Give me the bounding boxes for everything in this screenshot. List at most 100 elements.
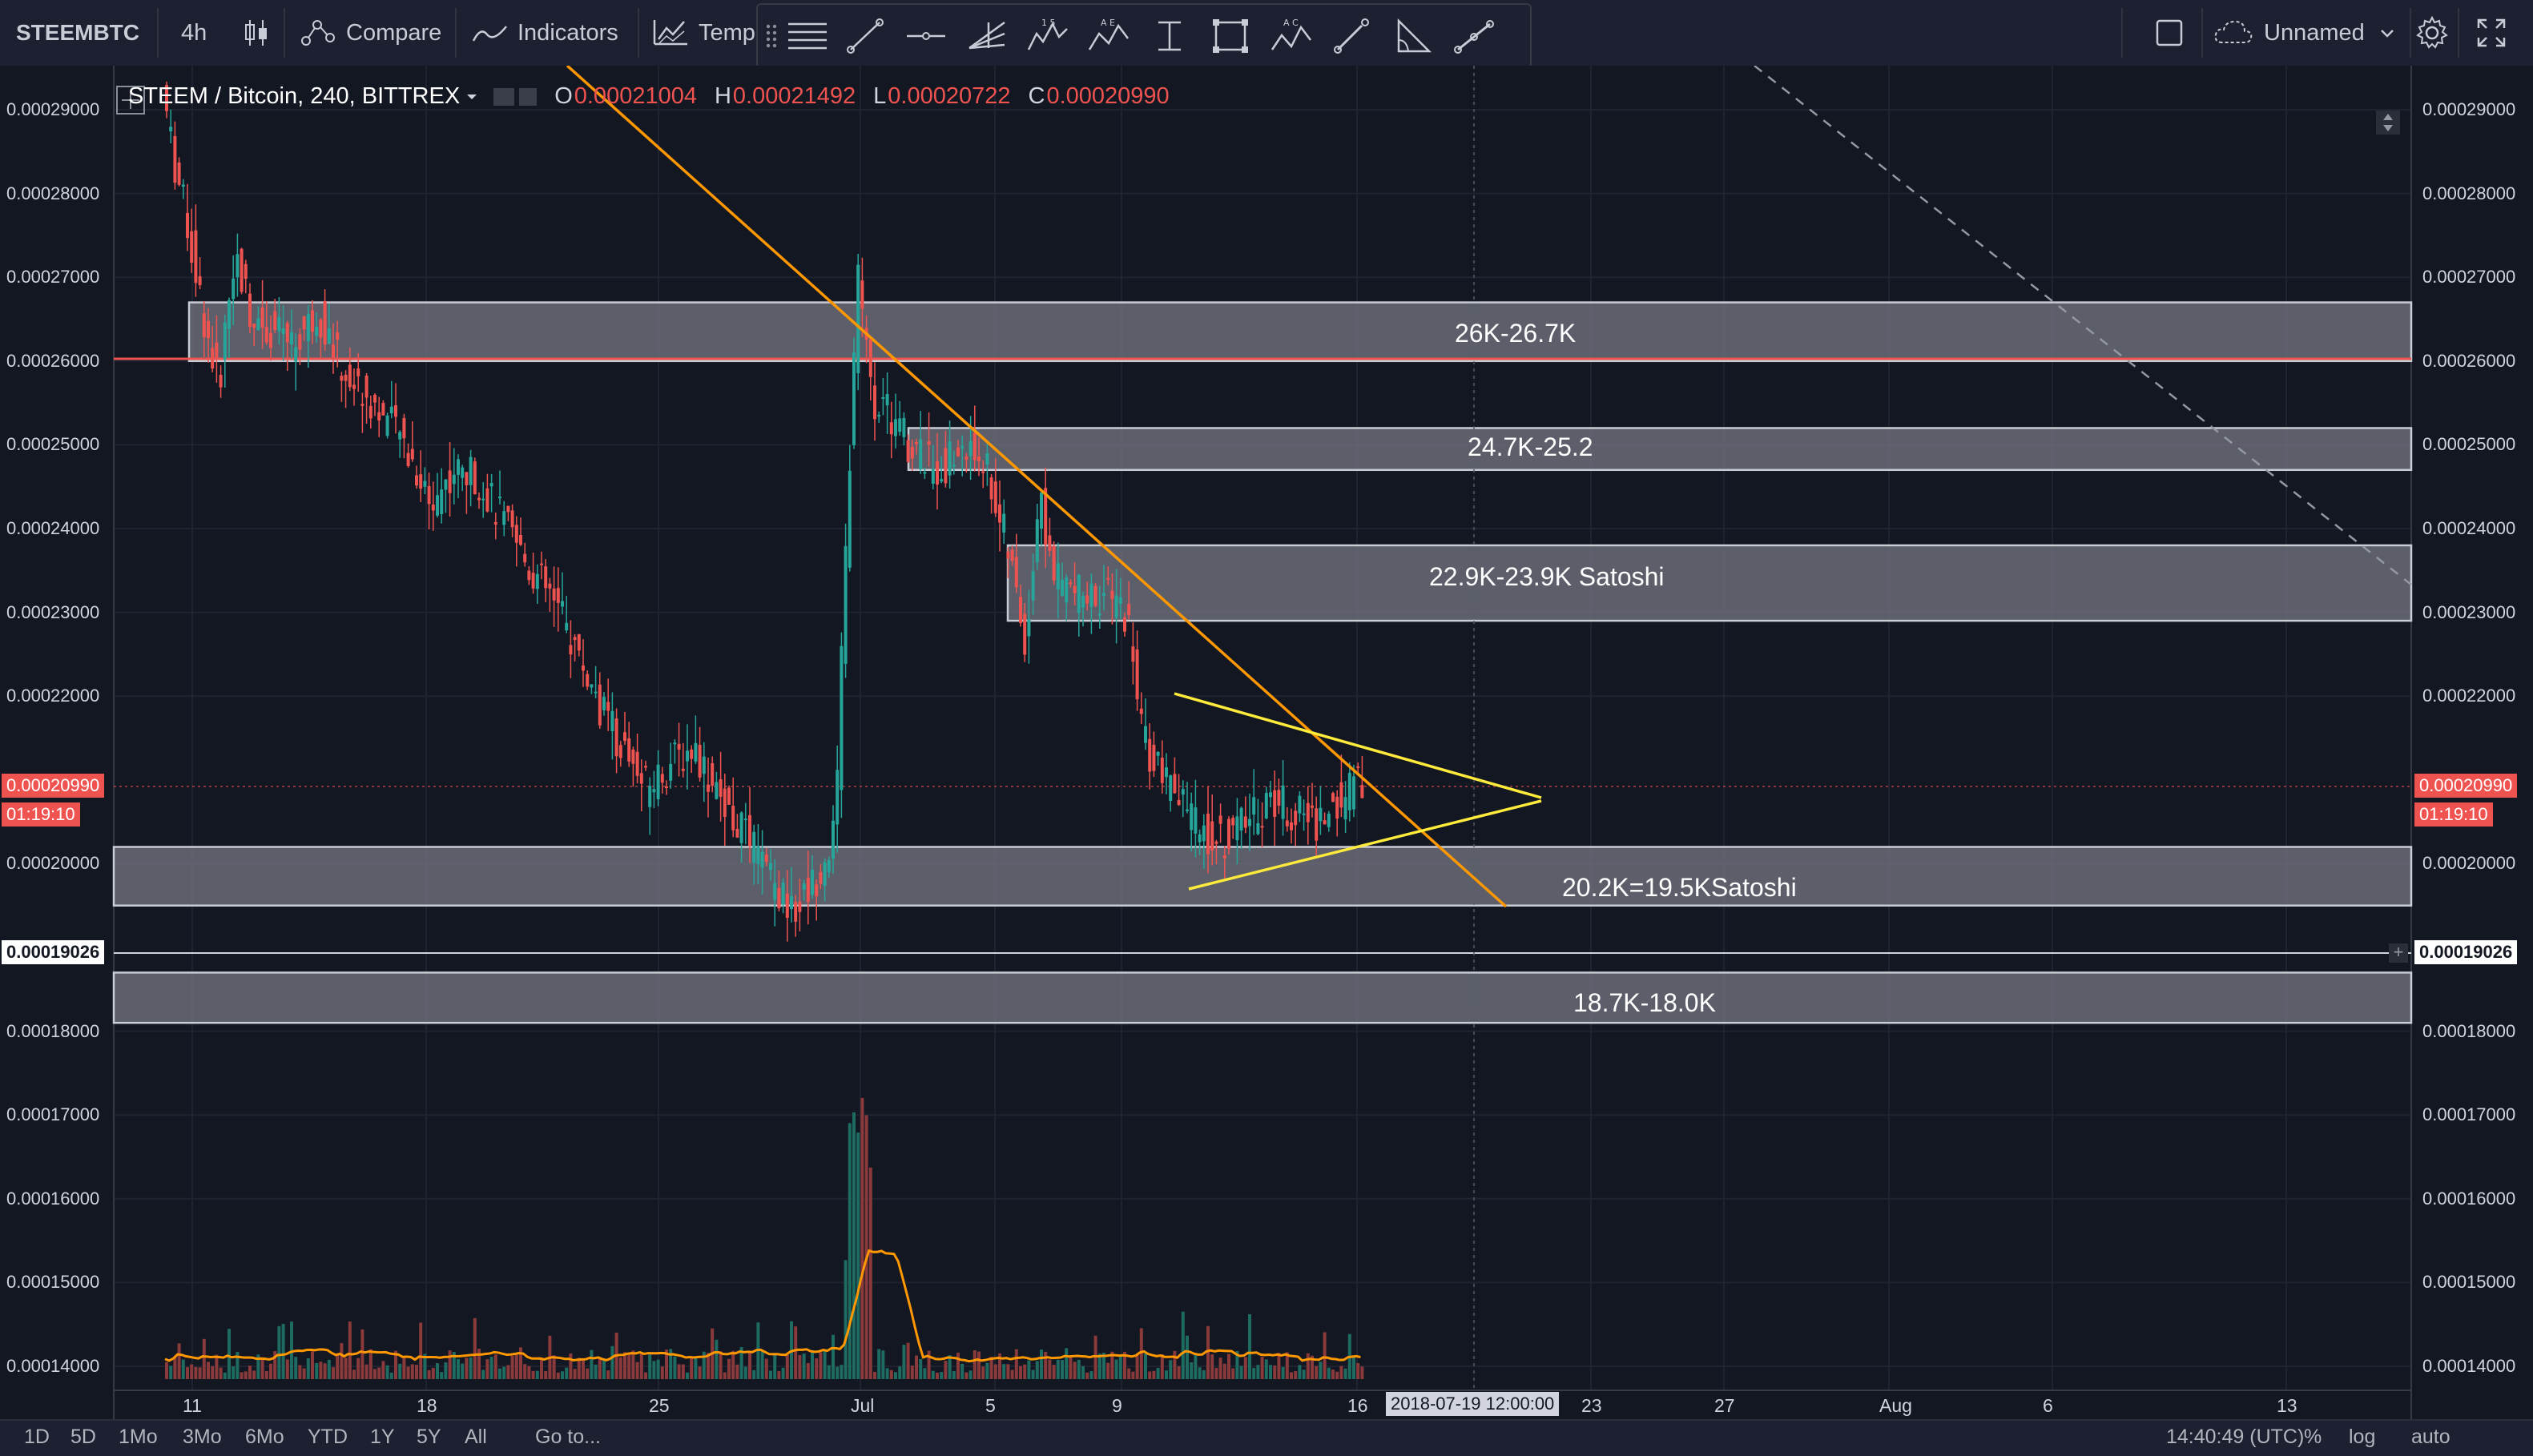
auto-toggle[interactable]: auto (2411, 1426, 2450, 1448)
candle-body (244, 263, 248, 280)
volume-bar (306, 1358, 310, 1379)
symbol-search-button[interactable]: STEEMBTC (16, 20, 139, 45)
candle-body (211, 348, 215, 369)
candle-body (1302, 813, 1306, 815)
volume-bar (635, 1361, 639, 1379)
zone-box[interactable] (907, 427, 2413, 472)
candle-body (448, 470, 452, 493)
volume-bar (1085, 1372, 1089, 1379)
candle-body (252, 324, 256, 328)
range-button-ytd[interactable]: YTD (308, 1426, 348, 1448)
candle-body (1360, 785, 1364, 798)
price-chart[interactable] (0, 66, 2533, 1419)
volume-bar (735, 1364, 739, 1379)
compare-button[interactable]: Compare (300, 0, 441, 66)
range-button-1d[interactable]: 1D (24, 1426, 50, 1448)
candle-body (169, 127, 173, 131)
horizontal-line-icon[interactable] (904, 16, 948, 56)
goto-button[interactable]: Go to... (535, 1426, 601, 1448)
caret-down-icon[interactable] (465, 90, 479, 104)
toolbar-divider (2121, 8, 2123, 58)
left-price-label: 0.00026000 (6, 350, 100, 371)
zone-box[interactable] (112, 846, 2413, 907)
chart-style-button[interactable] (240, 0, 272, 66)
candle-body (481, 498, 485, 501)
range-button-all[interactable]: All (465, 1426, 487, 1448)
legend-title[interactable]: STEEM / Bitcoin, 240, BITTREX (128, 83, 461, 109)
candle-body (419, 474, 423, 489)
candle-body (827, 859, 831, 872)
settings-button[interactable] (2414, 0, 2450, 66)
candle-body (881, 396, 885, 399)
candle-body (577, 633, 581, 651)
volume-bar (1040, 1349, 1043, 1379)
zone-box[interactable] (187, 301, 2413, 363)
trend-line-icon[interactable] (843, 16, 888, 56)
candle-body (806, 878, 810, 903)
add-alert-button[interactable]: + (2389, 943, 2408, 963)
horizontal-lines-icon[interactable] (785, 16, 830, 56)
candle-body (461, 467, 465, 478)
candle-body (1169, 775, 1173, 802)
descending-trendline[interactable] (566, 66, 1508, 908)
candle-body (1339, 782, 1343, 808)
brush-icon[interactable] (1330, 16, 1375, 56)
xabcd-pattern-icon[interactable]: A C (1269, 16, 1314, 56)
candle-body (398, 432, 402, 440)
fullscreen-toggle-button[interactable] (2153, 0, 2185, 66)
percent-toggle[interactable]: % (2304, 1426, 2322, 1448)
range-button-1mo[interactable]: 1Mo (119, 1426, 158, 1448)
abcd-pattern-icon[interactable]: A E (1086, 16, 1131, 56)
candle-body (936, 461, 939, 485)
toolbar-divider (2458, 8, 2459, 58)
triangle-upper-line[interactable] (1174, 692, 1542, 799)
candle-body (1097, 613, 1101, 616)
measure-icon[interactable] (1391, 16, 1436, 56)
elliott-wave-icon[interactable]: 1 5 (1025, 16, 1070, 56)
zone-box[interactable] (1006, 544, 2413, 622)
pitchfork-icon[interactable] (964, 16, 1009, 56)
range-button-1y[interactable]: 1Y (370, 1426, 395, 1448)
volume-bar (1048, 1359, 1052, 1379)
candle-body (811, 869, 814, 895)
indicators-button[interactable]: Indicators (471, 0, 618, 66)
zone-box[interactable] (112, 971, 2413, 1024)
legend-eye-icon[interactable] (493, 87, 515, 106)
volume-bar (290, 1321, 293, 1379)
range-button-6mo[interactable]: 6Mo (245, 1426, 284, 1448)
rectangle-icon[interactable] (1208, 16, 1253, 56)
volume-bar (565, 1367, 569, 1379)
range-button-5d[interactable]: 5D (70, 1426, 96, 1448)
expand-button[interactable] (2475, 0, 2507, 66)
zones-layer (112, 301, 2413, 1024)
volume-bar (373, 1369, 377, 1379)
candle-body (635, 751, 639, 776)
right-price-label: 0.00022000 (2422, 686, 2516, 706)
templates-button[interactable]: Temp (652, 0, 755, 66)
triangle-lower-line[interactable] (1188, 799, 1542, 891)
candle-body (894, 419, 897, 436)
candle-body (327, 328, 331, 344)
log-toggle[interactable]: log (2349, 1426, 2376, 1448)
volume-bar (510, 1355, 514, 1379)
legend-settings-icon[interactable] (519, 87, 538, 106)
time-label: Jul (851, 1395, 875, 1416)
top-toolbar: STEEMBTC 4h Compare Indicators Temp 1 5 … (0, 0, 2533, 69)
candle-body (302, 316, 306, 330)
drag-handle-icon[interactable] (764, 20, 779, 52)
right-price-label: 0.00024000 (2422, 518, 2516, 538)
volume-bar (523, 1364, 527, 1379)
candle-body (840, 646, 844, 790)
right-price-label: 0.00016000 (2422, 1188, 2516, 1209)
volume-bar (368, 1349, 372, 1379)
candle-body (582, 665, 585, 671)
volume-bar (236, 1351, 240, 1379)
range-button-3mo[interactable]: 3Mo (183, 1426, 222, 1448)
text-cursor-icon[interactable] (1147, 16, 1192, 56)
layout-button[interactable]: Unnamed (2213, 0, 2397, 66)
interval-button[interactable]: 4h (181, 19, 207, 46)
cloud-icon (2214, 20, 2253, 43)
range-button-5y[interactable]: 5Y (417, 1426, 441, 1448)
ruler-icon[interactable] (1452, 16, 1496, 56)
legend-collapse-button[interactable] (116, 86, 145, 115)
